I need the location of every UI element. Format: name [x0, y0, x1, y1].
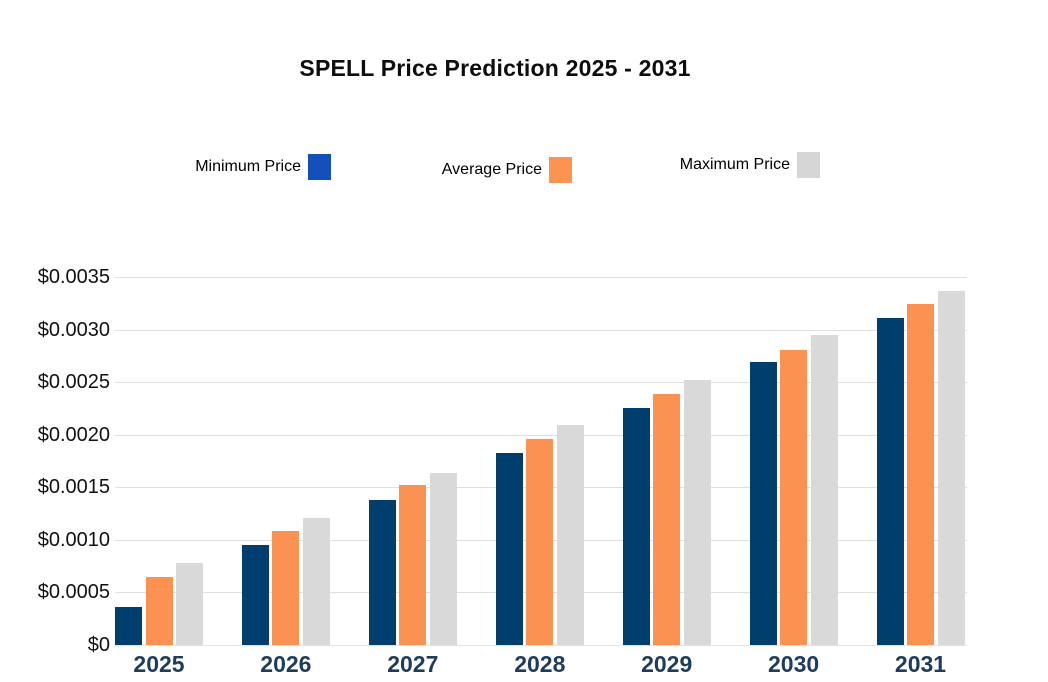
- bar-maximum-price-2030: [810, 334, 838, 645]
- gridline: [115, 329, 967, 331]
- bar-average-price-2025: [145, 576, 173, 645]
- bar-minimum-price-2026: [241, 545, 269, 645]
- y-axis-tick-label: $0.0020: [37, 423, 110, 446]
- gridline: [115, 434, 967, 436]
- x-axis-tick-label-2029: 2029: [641, 651, 693, 677]
- legend-label-minimum-price: Minimum Price: [195, 158, 301, 175]
- legend-label-average-price: Average Price: [441, 161, 542, 178]
- bar-maximum-price-2026: [302, 517, 330, 645]
- y-axis-tick-label: $0.0005: [37, 581, 110, 604]
- bar-maximum-price-2031: [937, 290, 965, 645]
- y-axis-tick-label: $0.0025: [37, 371, 110, 394]
- legend-item-maximum-price: Maximum Price: [680, 152, 820, 178]
- bar-average-price-2029: [653, 393, 681, 645]
- bar-average-price-2030: [780, 349, 808, 645]
- bar-minimum-price-2027: [368, 499, 396, 645]
- y-axis-tick-label: $0.0010: [37, 528, 110, 551]
- legend-swatch-maximum-price: [797, 152, 820, 178]
- y-axis-tick-label: $0.0015: [37, 476, 110, 499]
- chart-title: SPELL Price Prediction 2025 - 2031: [299, 55, 691, 81]
- gridline: [115, 277, 967, 278]
- bar-maximum-price-2027: [429, 472, 457, 645]
- legend-swatch-minimum-price: [308, 154, 331, 180]
- bar-average-price-2026: [272, 531, 300, 645]
- x-axis-tick-label-2027: 2027: [387, 651, 439, 677]
- bar-maximum-price-2029: [683, 380, 711, 645]
- y-axis-tick-label: $0.0035: [37, 266, 110, 288]
- x-axis-tick-label-2025: 2025: [133, 651, 185, 677]
- legend-item-average-price: Average Price: [442, 157, 572, 183]
- x-axis-line: [115, 645, 967, 646]
- bar-minimum-price-2028: [495, 452, 523, 645]
- x-axis-tick-label-2028: 2028: [514, 651, 566, 677]
- x-axis-tick-label-2030: 2030: [768, 651, 820, 677]
- bar-average-price-2028: [526, 438, 554, 645]
- bar-minimum-price-2029: [622, 408, 650, 645]
- y-axis-tick-label: $0.0030: [37, 318, 110, 341]
- bar-minimum-price-2025: [115, 607, 142, 645]
- y-axis-tick-label: $0: [87, 634, 110, 656]
- gridline: [115, 382, 967, 384]
- legend-item-minimum-price: Minimum Price: [195, 154, 331, 180]
- bar-average-price-2027: [399, 485, 427, 645]
- bar-minimum-price-2031: [876, 318, 904, 645]
- legend-swatch-average-price: [549, 157, 572, 183]
- bar-average-price-2031: [907, 304, 934, 645]
- bar-maximum-price-2025: [176, 563, 203, 645]
- bar-minimum-price-2030: [749, 362, 777, 645]
- legend-label-maximum-price: Maximum Price: [679, 156, 790, 173]
- x-axis-tick-label-2026: 2026: [260, 651, 312, 677]
- bar-maximum-price-2028: [556, 425, 584, 645]
- x-axis-tick-label-2031: 2031: [894, 651, 947, 677]
